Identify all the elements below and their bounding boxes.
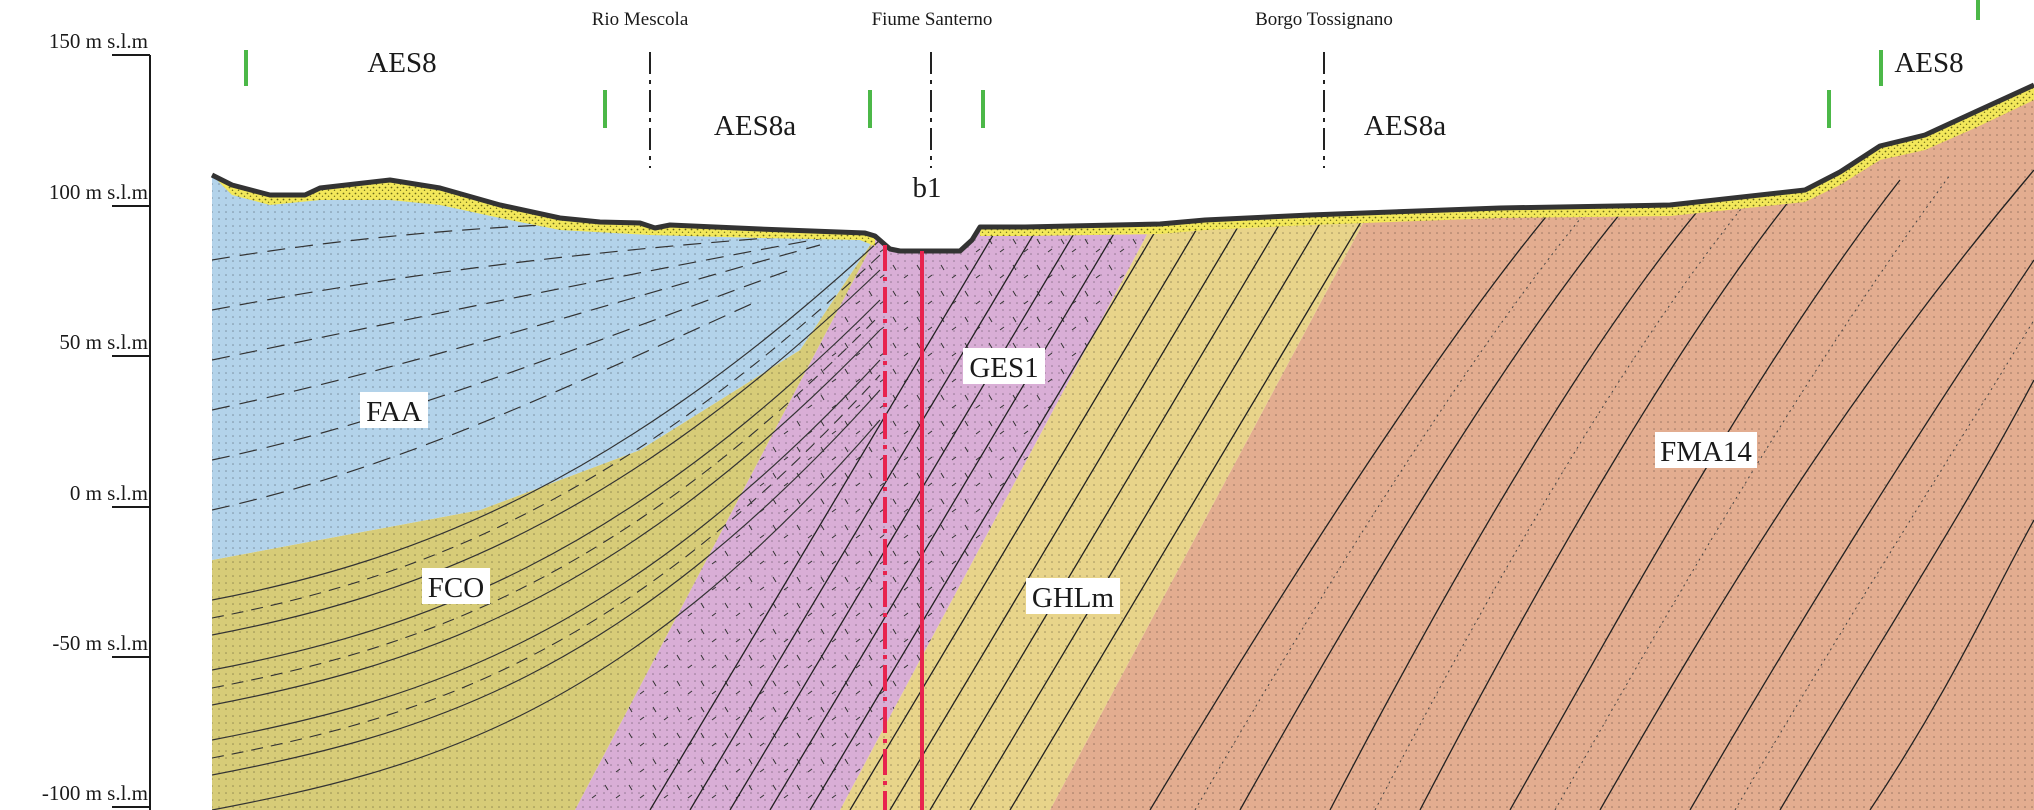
topographic-profile xyxy=(210,82,2034,254)
unit-aes8-right: AES8 xyxy=(1894,47,1963,79)
fco-beds xyxy=(212,239,881,810)
elevation-label-150: 150 m s.l.m xyxy=(49,29,148,53)
surface-deposit-right xyxy=(980,85,2034,236)
unit-aes8-left: AES8 xyxy=(367,47,436,79)
inclined-beds xyxy=(649,189,1381,810)
elevation-label-50: 50 m s.l.m xyxy=(59,330,148,354)
fma14-dotted-beds xyxy=(1194,174,2034,810)
formation-label-ghlm: GHLm xyxy=(1032,582,1115,614)
label-bg-fma14 xyxy=(1655,432,1757,468)
formation-label-fma14: FMA14 xyxy=(1660,436,1752,468)
formation-label-faa: FAA xyxy=(366,396,422,428)
elevation-label-0: 0 m s.l.m xyxy=(70,481,148,505)
elevation-axis: 150 m s.l.m 100 m s.l.m 50 m s.l.m 0 m s… xyxy=(42,29,151,810)
formation-layers xyxy=(212,85,2034,810)
label-bg-ghlm xyxy=(1026,578,1120,614)
unit-aes8a-left: AES8a xyxy=(714,110,796,142)
fma14-beds xyxy=(1149,169,2034,810)
elevation-label-minus50: -50 m s.l.m xyxy=(52,631,148,655)
label-bg-ges1 xyxy=(963,348,1045,384)
formation-label-fco: FCO xyxy=(428,572,484,604)
formation-label-ges1: GES1 xyxy=(969,352,1038,384)
fco-dashed-beds xyxy=(212,254,881,759)
place-fiume-santerno: Fiume Santerno xyxy=(872,9,993,30)
label-bg-faa xyxy=(360,392,428,428)
unit-aes8a-right: AES8a xyxy=(1364,110,1446,142)
unit-boundary-markers xyxy=(244,0,1980,128)
place-rio-mescola: Rio Mescola xyxy=(592,9,689,30)
place-borgo-tossignano: Borgo Tossignano xyxy=(1255,9,1393,30)
elevation-label-100: 100 m s.l.m xyxy=(49,180,148,204)
unit-b1: b1 xyxy=(913,172,942,204)
elevation-label-minus100: -100 m s.l.m xyxy=(42,781,148,805)
label-bg-fco xyxy=(422,568,490,604)
